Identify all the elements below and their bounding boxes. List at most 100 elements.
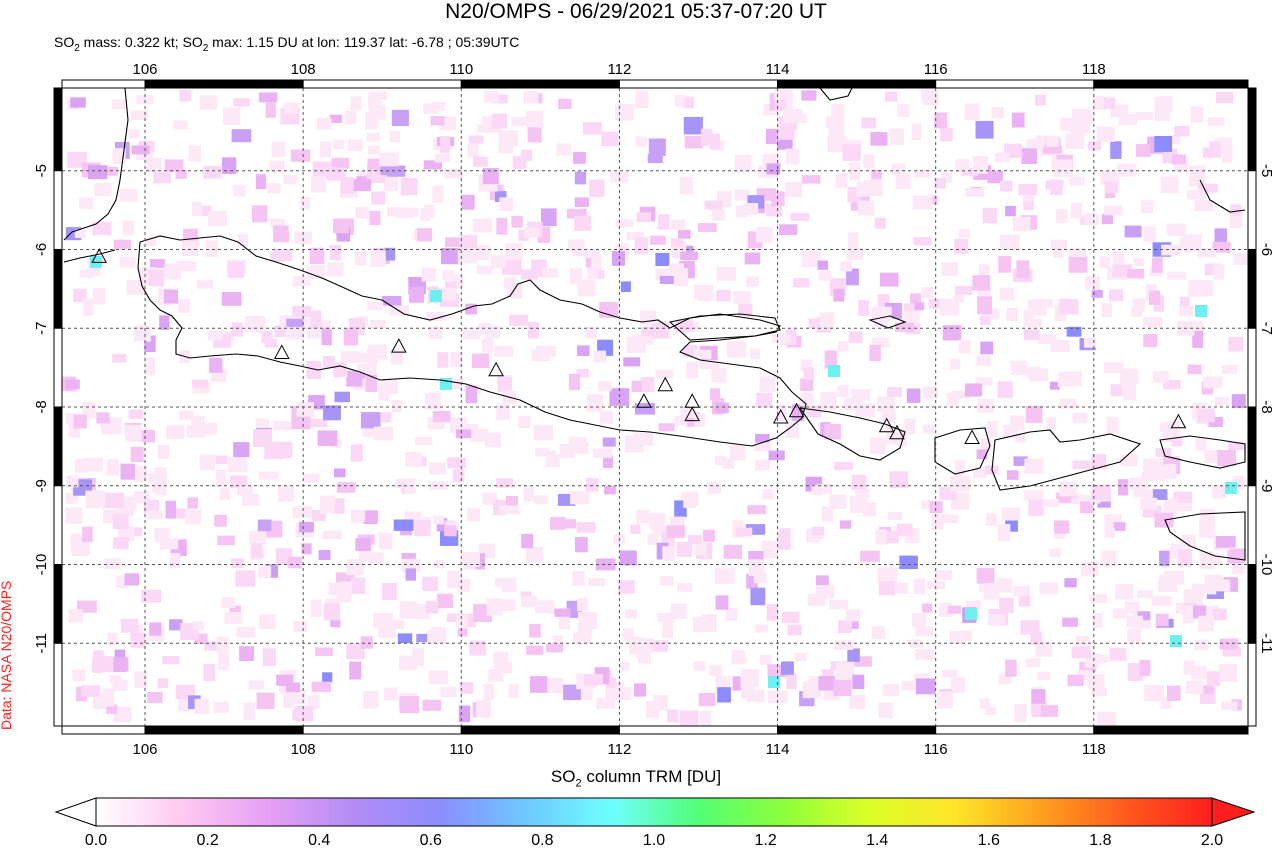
so2-pixel <box>83 298 94 317</box>
so2-pixel <box>1214 228 1227 243</box>
so2-pixel <box>1026 658 1041 668</box>
so2-pixel <box>652 525 670 537</box>
so2-pixel <box>584 674 604 686</box>
so2-pixel <box>132 494 147 503</box>
volcano-marker <box>488 361 504 377</box>
so2-pixel <box>942 325 962 341</box>
so2-pixel <box>1120 368 1136 386</box>
so2-pixel <box>73 288 87 303</box>
so2-pixel <box>237 233 249 247</box>
so2-pixel <box>362 422 374 438</box>
so2-pixel <box>102 688 115 707</box>
so2-pixel <box>684 136 703 149</box>
so2-pixel <box>93 650 104 661</box>
so2-pixel <box>451 378 464 390</box>
so2-pixel <box>316 117 332 130</box>
so2-pixel <box>851 474 867 490</box>
so2-pixel <box>885 426 896 444</box>
so2-pixel <box>105 492 124 509</box>
so2-pixel <box>585 326 597 339</box>
so2-pixel <box>1023 201 1034 211</box>
so2-pixel <box>1083 213 1098 225</box>
so2-pixel <box>965 188 985 197</box>
so2-pixel <box>323 405 341 421</box>
so2-pixel <box>678 229 691 239</box>
so2-pixel <box>612 251 625 266</box>
so2-pixel <box>1206 671 1220 687</box>
so2-pixel <box>222 157 237 174</box>
so2-pixel <box>657 214 670 230</box>
so2-pixel <box>1037 671 1051 681</box>
so2-pixel <box>233 185 246 197</box>
so2-pixel <box>625 609 637 619</box>
so2-pixel <box>1160 696 1171 710</box>
so2-pixel <box>702 529 716 542</box>
so2-pixel-layer <box>62 89 1250 729</box>
colorbar-tick-label: 1.2 <box>754 832 777 849</box>
so2-pixel <box>524 90 539 104</box>
so2-pixel <box>106 704 118 714</box>
so2-pixel <box>1103 97 1115 109</box>
so2-pixel <box>1023 328 1040 341</box>
so2-pixel <box>154 482 167 496</box>
so2-pixel <box>976 449 988 459</box>
so2-pixel <box>380 173 399 182</box>
so2-pixel <box>887 511 902 520</box>
so2-pixel <box>975 120 994 139</box>
coastline-sumatra-south <box>63 249 116 263</box>
so2-pixel <box>542 268 559 279</box>
so2-pixel <box>771 334 791 343</box>
so2-pixel <box>1013 456 1028 466</box>
so2-pixel <box>221 292 242 306</box>
so2-pixel <box>318 550 331 560</box>
colorbar-tick-label: 1.0 <box>642 832 666 849</box>
so2-pixel <box>440 136 451 154</box>
so2-pixel <box>1056 209 1068 224</box>
map-frame <box>53 79 1257 735</box>
so2-pixel <box>94 183 112 196</box>
so2-pixel <box>390 348 403 365</box>
so2-pixel <box>253 429 273 447</box>
so2-pixel <box>1190 665 1207 680</box>
so2-pixel <box>610 171 629 183</box>
so2-pixel <box>620 550 637 566</box>
so2-pixel <box>858 299 870 316</box>
so2-pixel <box>1001 507 1020 521</box>
frame-segment-right <box>1247 485 1257 566</box>
frame-segment-bottom <box>1093 725 1249 735</box>
so2-pixel <box>670 603 687 620</box>
so2-pixel <box>662 622 673 639</box>
so2-pixel <box>319 320 331 333</box>
so2-pixel <box>216 636 229 654</box>
so2-pixel <box>493 651 509 662</box>
so2-pixel <box>349 661 362 680</box>
so2-pixel <box>693 349 712 360</box>
so2-pixel <box>1023 309 1034 323</box>
so2-pixel <box>1139 659 1151 677</box>
so2-pixel <box>1194 639 1209 651</box>
so2-pixel <box>603 455 614 469</box>
so2-pixel <box>322 356 335 368</box>
lon-tick-bottom: 118 <box>1082 741 1106 758</box>
coastline-flores <box>1159 435 1246 469</box>
so2-pixel <box>1201 584 1217 595</box>
so2-pixel <box>163 289 178 304</box>
so2-pixel <box>114 649 126 663</box>
so2-pixel <box>446 613 465 623</box>
so2-pixel <box>383 178 399 192</box>
coastline-sumbawa <box>991 429 1142 491</box>
so2-pixel <box>904 310 920 325</box>
so2-pixel <box>1062 617 1079 627</box>
so2-pixel <box>173 120 188 130</box>
so2-pixel <box>442 270 455 281</box>
so2-pixel <box>576 345 590 356</box>
so2-pixel <box>1160 176 1179 194</box>
so2-pixel <box>407 207 419 217</box>
so2-pixel <box>520 149 533 162</box>
so2-pixel <box>679 710 699 728</box>
so2-pixel <box>223 107 241 125</box>
so2-pixel <box>897 523 913 536</box>
so2-pixel <box>955 459 966 476</box>
so2-pixel <box>363 691 379 709</box>
